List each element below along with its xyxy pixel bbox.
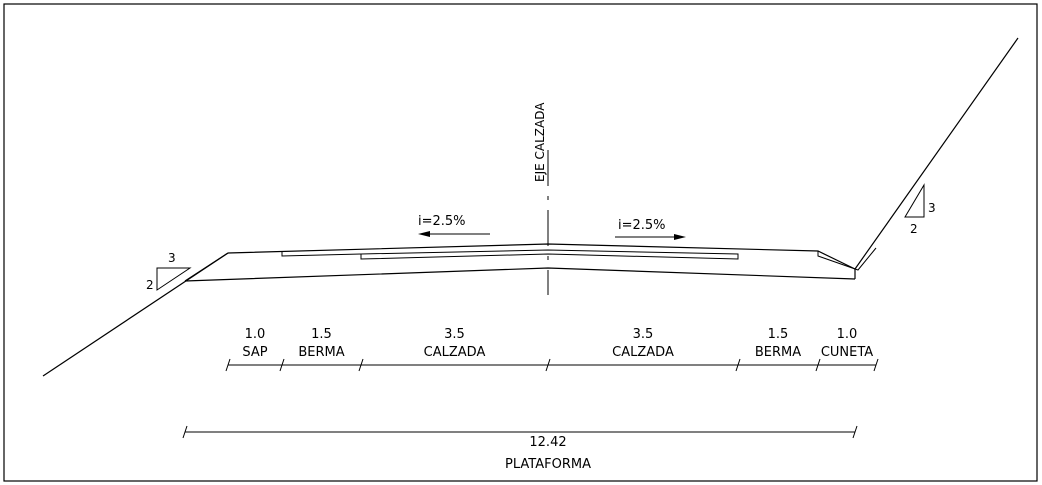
pavement-layer-1 — [281, 252, 362, 257]
segment-tick — [873, 358, 879, 372]
axis-label: EJE CALZADA — [533, 102, 547, 182]
drawing-frame — [3, 3, 1038, 482]
total-value: 12.42 — [529, 435, 566, 450]
total-tick-left — [182, 425, 188, 439]
talud-left-run: 2 — [146, 278, 154, 292]
road-surface-top — [227, 243, 856, 270]
segment-value: 1.5 — [311, 327, 332, 342]
segment-tick — [358, 358, 364, 372]
road-subgrade — [184, 267, 856, 282]
talud-left-triangle — [156, 267, 192, 291]
segment-value: 3.5 — [633, 327, 654, 342]
segment-name: CALZADA — [424, 345, 486, 360]
slope-left-arrowhead — [418, 231, 430, 237]
segment-tick — [545, 358, 551, 372]
left-fill-slope — [184, 252, 229, 282]
slope-left-label: i=2.5% — [418, 214, 466, 229]
segment-tick — [815, 358, 821, 372]
total-tick-right — [852, 425, 858, 439]
cuneta-ditch — [817, 247, 877, 271]
segment-name: BERMA — [755, 345, 801, 360]
segment-name: BERMA — [298, 345, 344, 360]
segment-value: 1.0 — [245, 327, 266, 342]
segment-name: CUNETA — [821, 345, 873, 360]
segment-name: CALZADA — [612, 345, 674, 360]
talud-right-rise: 3 — [928, 201, 936, 215]
segment-value: 1.0 — [837, 327, 858, 342]
slope-right-arrowhead — [674, 234, 686, 240]
talud-right-run: 2 — [910, 222, 918, 236]
slope-right-label: i=2.5% — [618, 218, 666, 233]
segment-tick — [279, 358, 285, 372]
segment-tick — [225, 358, 231, 372]
segment-labels: 1.0 SAP 1.5 BERMA 3.5 CALZADA 3.5 CALZADA 1.5 BER… — [242, 327, 873, 360]
terrain-right — [854, 37, 1019, 270]
segment-value: 1.5 — [768, 327, 789, 342]
talud-right-triangle — [904, 183, 925, 218]
total-name: PLATAFORMA — [505, 457, 591, 472]
segment-ticks — [225, 358, 879, 372]
pavement-layer-2 — [360, 249, 739, 260]
segment-value: 3.5 — [444, 327, 465, 342]
segment-name: SAP — [242, 345, 267, 360]
segment-tick — [735, 358, 741, 372]
talud-left-rise: 3 — [168, 251, 176, 265]
